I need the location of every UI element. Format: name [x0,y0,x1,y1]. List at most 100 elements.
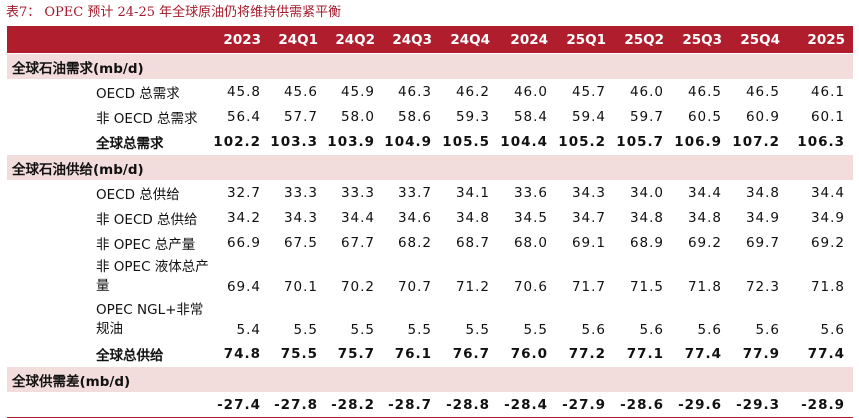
section-title: 全球石油需求(mb/d) [7,53,853,79]
table-row: OECD 总供给 32.7 33.3 33.3 33.7 34.1 33.6 34.3 34.0… [7,180,853,205]
table-cell: 5.6 [755,322,780,338]
table-cell: 56.4 [226,108,261,125]
table-body: 全球石油需求(mb/d) OECD 总需求 45.8 45.6 45.9 46.3 46.2… [7,53,853,418]
table-cell: 107.2 [732,133,780,150]
table-cell: -28.6 [614,392,672,418]
table-caption: 表7： OPEC 预计 24-25 年全球原油仍将维持供需紧平衡 [6,5,342,20]
table-cell: 77.9 [742,345,780,362]
table-row: 非 OPEC 总产量 66.9 67.5 67.7 68.2 68.7 68.0 69.1 68… [7,230,853,255]
table-cell: 71.8 [810,279,845,295]
table-cell: 34.1 [455,184,490,201]
table-row: 非 OECD 总供给 34.2 34.3 34.4 34.6 34.8 34.5 34.7 34… [7,205,853,230]
table-cell: 76.1 [394,345,432,362]
section-header-row: 全球石油需求(mb/d) [7,53,853,79]
column-header: 25Q2 [614,26,672,54]
table-cell: 59.3 [455,108,490,125]
table-cell: 70.1 [283,279,318,295]
table-cell: 46.1 [810,83,845,100]
table-cell: 71.5 [629,279,664,295]
table-cell: 71.8 [687,279,722,295]
row-label: 全球总需求 [96,135,164,152]
table-cell: 68.0 [513,234,548,251]
table-cell: 102.2 [213,133,261,150]
table-cell: 69.7 [745,234,780,251]
table-cell: 34.9 [745,209,780,226]
table-cell: 58.6 [397,108,432,125]
table-cell: 34.8 [745,184,780,201]
table-cell: 34.7 [571,209,606,226]
table-cell: 34.2 [226,209,261,226]
row-label: 非 OECD 总供给 [96,211,198,228]
row-label [7,392,212,418]
table-row: OECD 总需求 45.8 45.6 45.9 46.3 46.2 46.0 45.7 46.0… [7,79,853,104]
table-cell: 5.4 [236,322,261,338]
row-label: 非 OECD 总需求 [96,110,198,127]
table-cell: 5.6 [697,322,722,338]
table-cell: 33.6 [513,184,548,201]
section-title: 全球供需差(mb/d) [7,366,853,392]
table-row: OPEC NGL+非常规油 5.4 5.5 5.5 5.5 5.5 5.5 5.6 5.6 5.6… [7,298,853,341]
table-cell: 69.2 [687,234,722,251]
table-cell: 32.7 [226,184,261,201]
table-cell: 77.4 [807,345,845,362]
table-cell: 5.6 [581,322,606,338]
table-cell: 34.9 [810,209,845,226]
table-cell: 5.5 [350,322,375,338]
table-cell: 33.3 [340,184,375,201]
row-label: OPEC NGL+非常规油 [96,301,204,337]
table-cell: -28.7 [383,392,440,418]
table-cell: 46.3 [397,83,432,100]
table-cell: 68.2 [397,234,432,251]
table-cell: 34.3 [571,184,606,201]
table-cell: 69.1 [571,234,606,251]
table-cell: 45.6 [283,83,318,100]
table-cell: 34.6 [397,209,432,226]
column-header: 24Q1 [269,26,326,54]
table-cell: 58.0 [340,108,375,125]
table-cell: 34.4 [687,184,722,201]
column-header: 24Q3 [383,26,440,54]
table-cell: 34.3 [283,209,318,226]
table-cell: 5.6 [820,322,845,338]
table-cell: -27.4 [212,392,269,418]
table-cell: 75.7 [337,345,375,362]
row-label: 非 OPEC 液体总产量 [96,258,209,294]
table-cell: 34.4 [810,184,845,201]
table-cell: 104.4 [500,133,548,150]
table-cell: 76.7 [452,345,490,362]
row-label: 全球总供给 [96,347,164,364]
table-cell: 33.3 [283,184,318,201]
column-header: 2025 [788,26,853,54]
table-cell: 57.7 [283,108,318,125]
table-cell: -28.2 [326,392,383,418]
table-cell: 77.4 [684,345,722,362]
table-cell: -27.9 [556,392,614,418]
table-cell: 33.7 [397,184,432,201]
column-header: 24Q4 [440,26,498,54]
table-cell: 70.6 [513,279,548,295]
table-cell: 60.5 [687,108,722,125]
table-cell: 46.0 [629,83,664,100]
column-header: 2024 [498,26,556,54]
table-cell: 45.9 [340,83,375,100]
table-cell: 5.5 [465,322,490,338]
table-cell: 34.0 [629,184,664,201]
table-cell: 77.2 [568,345,606,362]
table-row: 全球总供给 74.8 75.5 75.7 76.1 76.7 76.0 77.2 77.1 77.… [7,341,853,367]
table-row: 全球总需求 102.2 103.3 103.9 104.9 105.5 104.4 105.2… [7,129,853,155]
table-cell: 34.8 [629,209,664,226]
table-cell: 105.2 [558,133,606,150]
table-cell: 58.4 [513,108,548,125]
column-header: 25Q4 [730,26,788,54]
table-cell: 45.8 [226,83,261,100]
table-cell: 71.2 [455,279,490,295]
table-cell: 103.9 [327,133,375,150]
table-cell: 104.9 [384,133,432,150]
section-header-row: 全球供需差(mb/d) [7,366,853,392]
table-cell: 69.4 [226,279,261,295]
table-cell: 60.1 [810,108,845,125]
table-cell: 71.7 [571,279,606,295]
section-title: 全球石油供给(mb/d) [7,154,853,180]
row-label: 非 OPEC 总产量 [96,236,196,253]
table-cell: 5.5 [523,322,548,338]
